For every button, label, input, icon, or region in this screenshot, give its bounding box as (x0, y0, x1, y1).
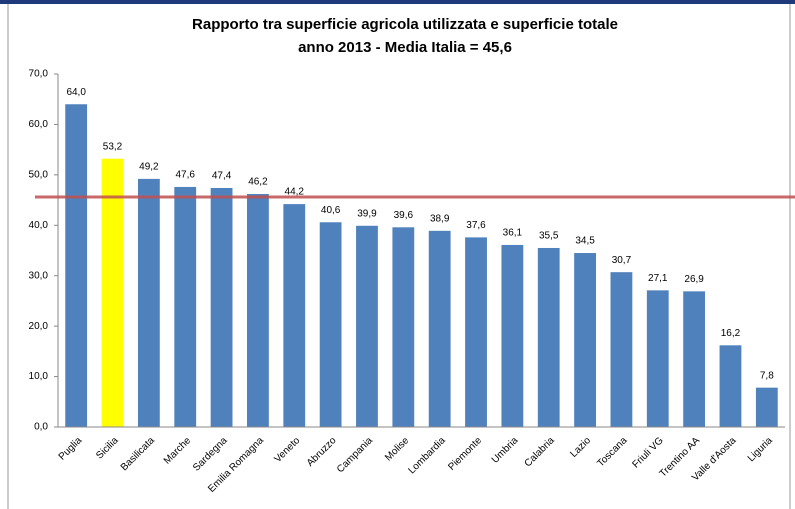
bar (755, 387, 778, 427)
x-tick-label: Campania (335, 435, 375, 475)
chart-title: Rapporto tra superficie agricola utilizz… (192, 16, 618, 33)
value-label: 26,9 (684, 274, 704, 285)
value-label: 49,2 (139, 162, 159, 173)
bar (356, 225, 378, 427)
x-tick-label: Veneto (272, 435, 302, 465)
value-label: 7,8 (760, 370, 774, 381)
x-tick-label: Molise (383, 435, 412, 464)
bar (719, 345, 742, 427)
y-tick-label: 30,0 (29, 270, 49, 281)
value-label: 38,9 (430, 213, 450, 224)
bar (537, 247, 560, 427)
bar (610, 272, 633, 427)
bar (101, 158, 124, 427)
value-label: 39,6 (394, 210, 414, 221)
bar (319, 222, 342, 427)
value-label: 30,7 (612, 255, 632, 266)
bar (210, 187, 233, 427)
value-label: 34,5 (575, 236, 595, 247)
value-label: 35,5 (539, 231, 559, 242)
x-tick-label: Liguria (746, 435, 775, 464)
y-tick-label: 50,0 (29, 169, 49, 180)
y-tick-label: 0,0 (34, 422, 48, 433)
bar (501, 244, 524, 427)
top-band (0, 0, 795, 4)
bar (137, 178, 160, 427)
value-label: 37,6 (466, 220, 486, 231)
bar (428, 230, 451, 427)
bar (683, 291, 706, 427)
bar (283, 204, 306, 427)
value-label: 27,1 (648, 273, 668, 284)
x-tick-label: Abruzzo (305, 435, 339, 469)
x-tick-label: Basilicata (119, 435, 157, 473)
bar (247, 194, 269, 427)
value-label: 47,6 (175, 170, 195, 181)
y-tick-label: 10,0 (29, 371, 49, 382)
bar (392, 227, 415, 427)
value-label: 36,1 (503, 228, 523, 239)
chart-subtitle: anno 2013 - Media Italia = 45,6 (298, 39, 512, 56)
x-tick-label: Marche (162, 435, 194, 467)
bar (65, 104, 88, 427)
y-tick-label: 20,0 (29, 321, 49, 332)
value-label: 53,2 (103, 141, 123, 152)
y-tick-label: 60,0 (29, 119, 49, 130)
bar (465, 237, 487, 427)
x-tick-label: Friuli VG (630, 435, 665, 470)
value-label: 16,2 (721, 328, 741, 339)
x-tick-label: Calabria (523, 435, 557, 469)
value-label: 39,9 (357, 208, 377, 219)
x-tick-label: Sardegna (191, 435, 230, 474)
x-tick-label: Piemonte (446, 435, 484, 473)
bar (574, 253, 596, 427)
bar (174, 186, 197, 427)
y-tick-label: 70,0 (29, 69, 49, 80)
value-label: 44,2 (285, 187, 305, 198)
x-tick-label: Sicilia (94, 435, 121, 462)
x-tick-label: Puglia (57, 435, 85, 463)
y-tick-label: 40,0 (29, 220, 49, 231)
value-label: 40,6 (321, 205, 341, 216)
value-label: 64,0 (66, 87, 86, 98)
x-tick-label: Lombardia (406, 435, 447, 476)
x-tick-label: Umbria (490, 435, 521, 466)
value-label: 46,2 (248, 177, 268, 188)
x-tick-label: Lazio (568, 435, 593, 460)
x-tick-label: Toscana (595, 435, 629, 469)
bar (646, 290, 669, 427)
value-label: 47,4 (212, 171, 232, 182)
